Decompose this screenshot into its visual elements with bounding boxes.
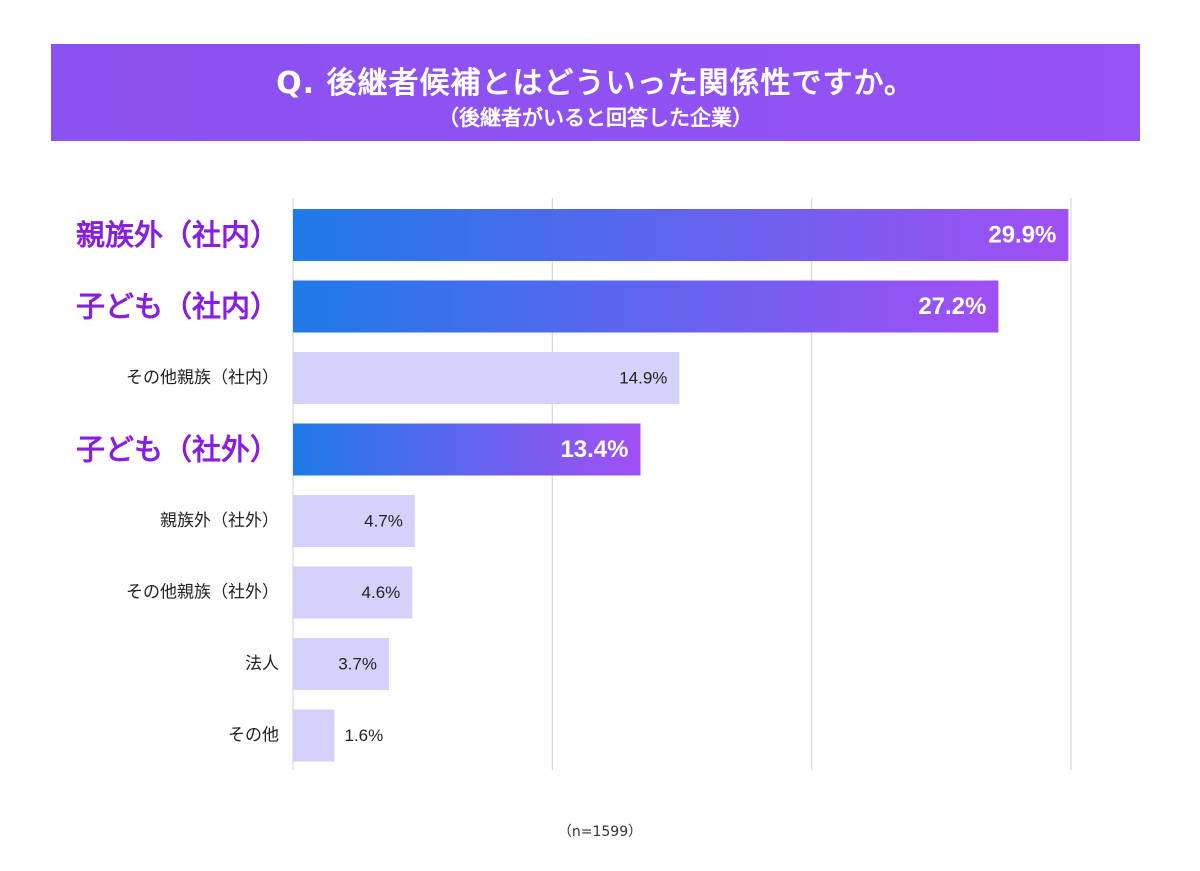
value-label: 13.4%: [560, 436, 628, 463]
chart-title: Q. 後継者候補とはどういった関係性ですか。: [276, 66, 915, 101]
category-label: 親族外（社外）: [160, 511, 279, 531]
chart-subtitle: （後継者がいると回答した企業）: [438, 106, 753, 130]
category-label: その他: [228, 726, 279, 746]
category-label: 子ども（社内）: [76, 290, 279, 324]
value-label: 4.7%: [364, 512, 403, 531]
category-label: その他親族（社内）: [126, 368, 279, 388]
value-label: 3.7%: [338, 655, 377, 674]
bar: [293, 638, 389, 690]
bar: [293, 280, 999, 333]
value-label: 14.9%: [619, 369, 667, 388]
category-label: 子ども（社外）: [76, 433, 279, 467]
value-labels: 29.9% 27.2% 14.9% 13.4% 4.7% 4.6% 3.7% 1.6%: [338, 222, 1056, 746]
title-banner: Q. 後継者候補とはどういった関係性ですか。 （後継者がいると回答した企業）: [51, 44, 1140, 141]
category-labels: 親族外（社内） 子ども（社内） その他親族（社内） 子ども（社外） 親族外（社外） その他…: [76, 218, 279, 746]
bar: [293, 709, 335, 762]
sample-size-note: （n=1599）: [557, 824, 643, 840]
bar: [293, 423, 641, 476]
category-label: その他親族（社外）: [126, 583, 279, 603]
value-label: 27.2%: [918, 293, 986, 320]
value-label: 1.6%: [344, 726, 383, 745]
bar: [293, 495, 415, 547]
category-label: 親族外（社内）: [76, 218, 279, 252]
value-label: 29.9%: [988, 222, 1056, 249]
bar: [293, 566, 413, 619]
category-label: 法人: [245, 654, 279, 674]
bar: [293, 209, 1069, 261]
value-label: 4.6%: [362, 583, 401, 602]
bar: [293, 352, 680, 404]
bars: [293, 209, 1069, 762]
